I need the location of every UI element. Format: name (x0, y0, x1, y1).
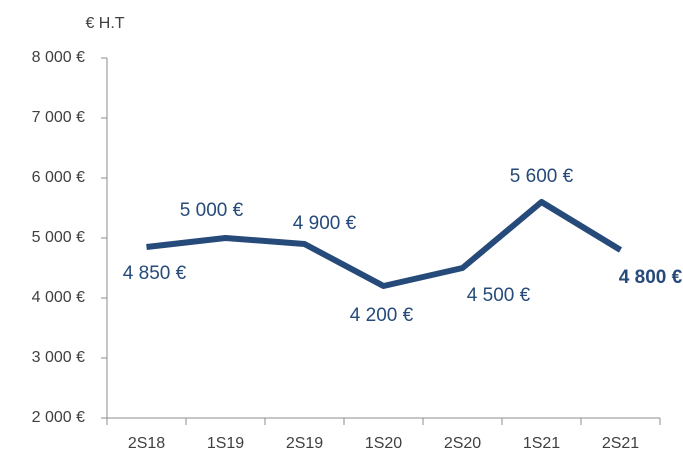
value-label: 4 800 € (619, 267, 683, 288)
x-tick-label: 2S20 (444, 435, 481, 452)
x-tick-label: 2S21 (602, 435, 639, 452)
x-tick-label: 1S20 (365, 435, 402, 452)
y-tick-label: 6 000 € (32, 169, 85, 186)
value-label: 4 500 € (467, 285, 531, 306)
line (146, 199, 623, 289)
y-axis-label: € H.T (85, 15, 124, 32)
y-tick-label: 5 000 € (32, 229, 85, 246)
x-tick-label: 2S19 (286, 435, 323, 452)
y-tick-label: 7 000 € (32, 109, 85, 126)
x-tick-label: 1S19 (207, 435, 244, 452)
y-tick-label: 2 000 € (32, 409, 85, 426)
value-label: 5 600 € (510, 166, 574, 187)
value-label: 4 200 € (350, 305, 414, 326)
x-tick-label: 2S18 (128, 435, 165, 452)
y-tick-label: 8 000 € (32, 49, 85, 66)
value-label: 4 850 € (123, 263, 187, 284)
value-label: 4 900 € (293, 213, 357, 234)
y-tick-label: 3 000 € (32, 349, 85, 366)
value-label: 5 000 € (180, 200, 244, 221)
x-tick-label: 1S21 (523, 435, 560, 452)
y-tick-label: 4 000 € (32, 289, 85, 306)
